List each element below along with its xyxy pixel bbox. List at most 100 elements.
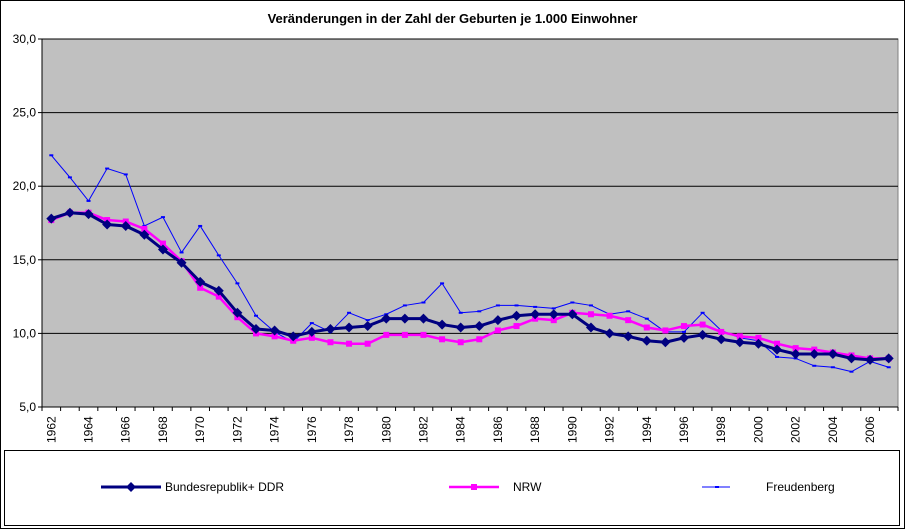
series-line-2 (50, 154, 889, 373)
legend-item-freudenberg: Freudenberg (702, 479, 835, 495)
data-point-bundesrepublik (381, 313, 392, 324)
data-point-nrw (364, 340, 371, 347)
x-tick-label: 1970 (193, 416, 207, 443)
series-line-0 (50, 211, 889, 362)
data-point-bundesrepublik (585, 322, 596, 333)
data-point-bundesrepublik (827, 349, 838, 360)
data-point-bundesrepublik (623, 331, 634, 342)
legend-swatch-bundesrepublik (101, 482, 161, 492)
series-line-1 (50, 211, 889, 360)
data-point-bundesrepublik (213, 285, 224, 296)
data-point-bundesrepublik (697, 329, 708, 340)
data-point-nrw (401, 331, 408, 338)
data-point-bundesrepublik (102, 219, 113, 230)
x-tick-label: 1992 (603, 416, 617, 443)
legend-swatch-freudenberg (702, 486, 730, 488)
line-chart: 5,0 10,0 15,0 20,0 25,0 30,0 1962 1964 1966 1968 1… (13, 32, 899, 443)
data-point-nrw (643, 324, 650, 331)
y-tick-label: 20,0 (13, 179, 37, 193)
x-tick-label: 1984 (454, 416, 468, 443)
data-point-bundesrepublik (604, 328, 615, 339)
legend-item-bundesrepublik: Bundesrepublik+ DDR (101, 479, 284, 495)
data-point-bundesrepublik (306, 326, 317, 337)
legend-label-bundesrepublik: Bundesrepublik+ DDR (165, 480, 285, 494)
data-point-bundesrepublik (716, 334, 727, 345)
x-tick-label: 1974 (268, 416, 282, 443)
data-point-bundesrepublik (548, 309, 559, 320)
x-tick-label: 1980 (379, 416, 393, 443)
legend-label-nrw: NRW (513, 480, 542, 494)
y-tick-label: 15,0 (13, 253, 37, 267)
data-point-bundesrepublik (474, 321, 485, 332)
legend-swatch-nrw (449, 484, 499, 490)
data-point-bundesrepublik (195, 276, 206, 287)
data-point-bundesrepublik (437, 319, 448, 330)
data-point-bundesrepublik (325, 323, 336, 334)
data-point-bundesrepublik (232, 307, 243, 318)
data-point-bundesrepublik (176, 257, 187, 268)
x-tick-label: 1976 (305, 416, 319, 443)
data-point-nrw (755, 334, 762, 341)
data-point-nrw (494, 327, 501, 334)
x-tick-label: 1962 (44, 416, 58, 443)
data-point-nrw (699, 321, 706, 328)
data-point-bundesrepublik (511, 310, 522, 321)
data-point-nrw (792, 345, 799, 352)
data-point-nrw (327, 339, 334, 346)
data-point-bundesrepublik (269, 325, 280, 336)
x-tick-label: 2006 (863, 416, 877, 443)
data-point-bundesrepublik (734, 337, 745, 348)
data-point-bundesrepublik (883, 353, 894, 364)
data-point-bundesrepublik (455, 322, 466, 333)
data-point-bundesrepublik (679, 332, 689, 343)
data-point-bundesrepublik (865, 354, 876, 365)
x-tick-label: 1982 (416, 416, 430, 443)
data-point-bundesrepublik (344, 322, 355, 333)
data-point-bundesrepublik (139, 229, 150, 240)
x-tick-label: 1998 (714, 416, 728, 443)
data-point-bundesrepublik (399, 313, 410, 324)
data-point-nrw (159, 240, 166, 247)
data-point-bundesrepublik (83, 209, 94, 220)
data-point-nrw (662, 327, 669, 334)
data-point-nrw (718, 328, 725, 335)
y-tick-label: 10,0 (13, 326, 37, 340)
data-point-bundesrepublik (660, 337, 671, 348)
data-point-bundesrepublik (809, 349, 820, 360)
data-point-bundesrepublik (641, 335, 652, 346)
data-point-nrw (550, 317, 557, 324)
x-tick-label: 1988 (528, 416, 542, 443)
data-point-bundesrepublik (492, 315, 503, 326)
data-point-nrw (271, 333, 278, 340)
x-tick-label: 1978 (342, 416, 356, 443)
data-point-nrw (439, 336, 446, 343)
data-point-nrw (346, 340, 353, 347)
x-tick-label: 1972 (230, 416, 244, 443)
data-point-bundesrepublik (120, 220, 131, 231)
data-point-nrw (774, 340, 781, 347)
data-point-nrw (625, 317, 632, 324)
x-tick-label: 1968 (156, 416, 170, 443)
y-tick-label: 25,0 (13, 106, 37, 120)
chart-title: Veränderungen in der Zahl der Geburten j… (267, 11, 638, 26)
y-tick-label: 30,0 (13, 32, 37, 46)
data-point-nrw (457, 339, 464, 346)
data-point-nrw (736, 333, 743, 340)
data-point-nrw (141, 225, 148, 232)
x-tick-label: 2004 (826, 416, 840, 443)
data-point-bundesrepublik (772, 344, 783, 355)
legend-item-nrw: NRW (449, 479, 541, 495)
data-point-bundesrepublik (530, 309, 541, 320)
data-point-bundesrepublik (790, 349, 801, 360)
data-point-bundesrepublik (157, 244, 168, 255)
data-point-bundesrepublik (362, 321, 373, 332)
data-point-bundesrepublik (418, 313, 429, 324)
legend-label-freudenberg: Freudenberg (766, 480, 835, 494)
x-tick-label: 1986 (491, 416, 505, 443)
data-point-nrw (308, 334, 315, 341)
x-tick-label: 2002 (789, 416, 803, 443)
x-tick-label: 1990 (565, 416, 579, 443)
data-point-bundesrepublik (251, 323, 261, 334)
plot-area (41, 38, 899, 408)
data-point-bundesrepublik (753, 338, 764, 349)
